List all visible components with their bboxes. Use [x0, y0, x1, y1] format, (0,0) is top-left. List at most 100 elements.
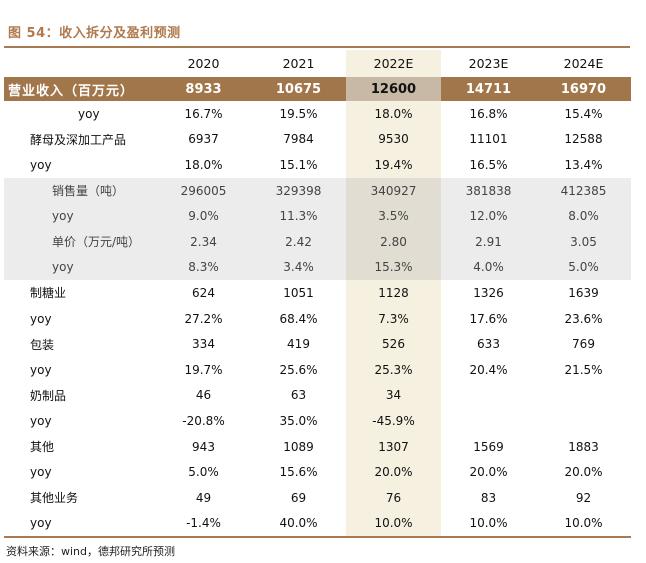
- table-cell: 35.0%: [279, 413, 318, 428]
- forecast-table-wrap: 2020 2021 2022E 2023E 2024E 营业收入（百万元） 89…: [4, 50, 631, 539]
- table-cell: 19.7%: [184, 362, 223, 377]
- table-cell: [536, 408, 631, 434]
- table-cell: 25.3%: [346, 356, 441, 383]
- table-cell: 2.42: [251, 228, 346, 255]
- row-label: 酵母及深加工产品: [30, 132, 127, 147]
- header-cell: 2020: [187, 56, 220, 71]
- table-cell: 10675: [251, 77, 346, 101]
- table-cell: 2.34: [156, 228, 251, 255]
- table-cell: 5.0%: [188, 465, 219, 480]
- table-row: 奶制品 46 63 34: [4, 382, 631, 409]
- row-label: yoy: [30, 311, 52, 326]
- table-cell: 49: [195, 490, 212, 505]
- table-cell: 15.3%: [346, 254, 441, 281]
- table-cell: 20.4%: [469, 362, 508, 377]
- table-cell: 15.1%: [279, 157, 318, 172]
- table-cell: 1307: [346, 433, 441, 460]
- table-cell: 13.4%: [564, 157, 603, 172]
- table-cell: 15.6%: [279, 465, 318, 480]
- table-cell: 27.2%: [184, 311, 223, 326]
- table-cell: 9.0%: [156, 203, 251, 229]
- row-label: 包装: [30, 337, 55, 352]
- table-row: yoy -1.4% 40.0% 10.0% 10.0% 10.0%: [4, 510, 631, 539]
- table-row: yoy -20.8% 35.0% -45.9%: [4, 408, 631, 434]
- row-label: 销售量（吨）: [4, 177, 156, 204]
- table-cell: 1128: [346, 280, 441, 306]
- table-cell: 21.5%: [564, 362, 603, 377]
- source-note: 资料来源：wind，德邦研究所预测: [6, 545, 176, 558]
- table-cell: 34: [346, 382, 441, 409]
- table-cell: 4.0%: [441, 254, 536, 281]
- table-cell: 2.80: [346, 228, 441, 255]
- table-cell: 3.5%: [346, 203, 441, 229]
- table-cell: 76: [346, 484, 441, 511]
- header-cell: 2022E: [346, 50, 441, 77]
- table-cell: 8.0%: [536, 203, 631, 229]
- table-cell: 381838: [441, 177, 536, 204]
- table-row: yoy 16.7% 19.5% 18.0% 16.8% 15.4%: [4, 101, 631, 127]
- table-row: yoy 8.3% 3.4% 15.3% 4.0% 5.0%: [4, 254, 631, 281]
- table-row: 单价（万元/吨） 2.34 2.42 2.80 2.91 3.05: [4, 228, 631, 255]
- table-cell: 1089: [283, 439, 314, 454]
- header-cell: [4, 50, 156, 77]
- row-label: yoy: [30, 413, 52, 428]
- table-cell: 83: [480, 490, 497, 505]
- table-cell: -1.4%: [156, 510, 251, 539]
- header-cell: 2021: [282, 56, 315, 71]
- table-cell: 419: [287, 337, 310, 352]
- table-cell: 17.6%: [469, 311, 508, 326]
- table-row: yoy 5.0% 15.6% 20.0% 20.0% 20.0%: [4, 459, 631, 485]
- table-cell: 7.3%: [346, 305, 441, 332]
- table-cell: 8933: [156, 77, 251, 101]
- table-cell: 23.6%: [564, 311, 603, 326]
- table-cell: 68.4%: [279, 311, 318, 326]
- table-row: 包装 334 419 526 633 769: [4, 331, 631, 357]
- row-label: 奶制品: [30, 388, 67, 403]
- row-label: yoy: [30, 465, 52, 480]
- table-cell: 14711: [441, 77, 536, 101]
- table-cell: 1326: [473, 285, 504, 300]
- table-cell: 9530: [346, 126, 441, 153]
- row-label: 其他业务: [30, 491, 79, 506]
- table-cell: [536, 383, 631, 409]
- row-label: 其他: [30, 440, 55, 455]
- table-cell: 69: [290, 490, 307, 505]
- table-cell: 6937: [188, 132, 219, 147]
- table-cell: 20.0%: [564, 465, 603, 480]
- table-row: yoy 19.7% 25.6% 25.3% 20.4% 21.5%: [4, 356, 631, 383]
- figure-title: 图 54：收入拆分及盈利预测: [8, 26, 181, 41]
- row-label: 单价（万元/吨）: [4, 228, 156, 255]
- header-cell: 2023E: [468, 56, 509, 71]
- table-cell: 16.8%: [469, 106, 508, 121]
- table-cell: 3.4%: [251, 254, 346, 281]
- table-row: yoy 9.0% 11.3% 3.5% 12.0% 8.0%: [4, 203, 631, 229]
- table-row-revenue: 营业收入（百万元） 8933 10675 12600 14711 16970: [4, 77, 631, 101]
- table-cell: 334: [192, 337, 215, 352]
- table-cell: 20.0%: [346, 459, 441, 485]
- table-cell: 19.4%: [346, 152, 441, 178]
- table-cell: 3.05: [536, 228, 631, 255]
- table-cell: 624: [192, 285, 215, 300]
- table-cell: 943: [192, 439, 215, 454]
- table-cell: 526: [346, 331, 441, 357]
- table-cell: 18.0%: [184, 157, 223, 172]
- revenue-forecast-table: 2020 2021 2022E 2023E 2024E 营业收入（百万元） 89…: [4, 50, 631, 539]
- table-cell: 12.0%: [441, 203, 536, 229]
- table-cell: 1051: [283, 285, 314, 300]
- table-cell: 296005: [156, 177, 251, 204]
- row-label: yoy: [30, 362, 52, 377]
- table-cell: 8.3%: [156, 254, 251, 281]
- table-cell: 12588: [564, 132, 603, 147]
- table-cell: 16970: [536, 77, 631, 101]
- table-cell: 25.6%: [279, 362, 318, 377]
- table-cell: 2.91: [441, 228, 536, 255]
- row-label: yoy: [30, 157, 52, 172]
- table-cell: 40.0%: [251, 510, 346, 539]
- title-rule: [4, 46, 630, 48]
- row-label: yoy: [78, 106, 100, 121]
- table-cell: 11.3%: [251, 203, 346, 229]
- table-cell: 10.0%: [346, 510, 441, 539]
- table-cell: [441, 408, 536, 434]
- table-cell: 412385: [536, 177, 631, 204]
- table-cell: 1883: [568, 439, 599, 454]
